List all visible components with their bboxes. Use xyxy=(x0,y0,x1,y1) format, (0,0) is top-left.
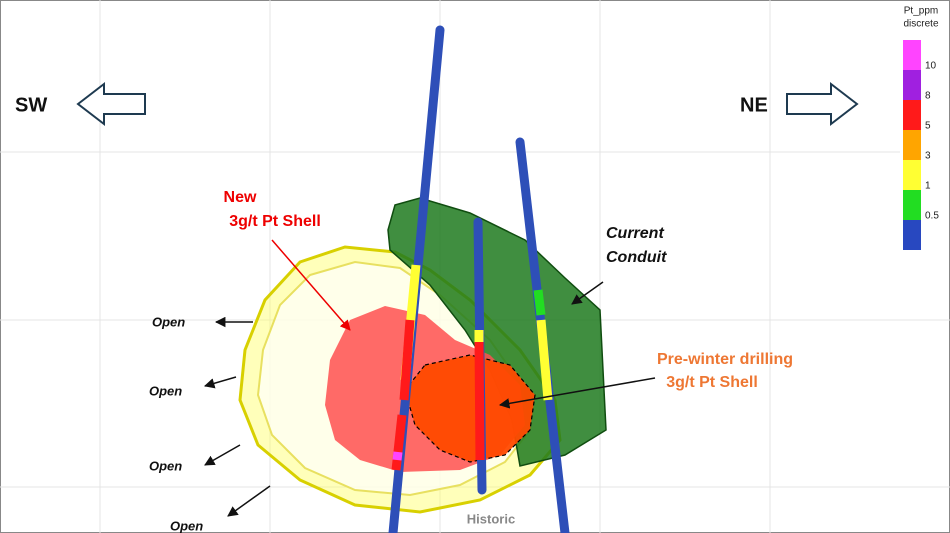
legend-swatch xyxy=(903,100,921,130)
legend-threshold: 0.5 xyxy=(925,211,939,222)
new-shell-label: New xyxy=(224,189,257,206)
open-label: Open xyxy=(149,458,182,473)
open-arrow xyxy=(227,485,271,517)
open-label: Open xyxy=(152,314,185,329)
conduit-pointer xyxy=(571,281,604,305)
pre-winter-label: 3g/t Pt Shell xyxy=(666,374,758,391)
historic-label: Historic xyxy=(467,511,515,526)
legend-title: Pt_ppm xyxy=(904,6,938,17)
legend-swatch xyxy=(903,130,921,160)
drill-holes xyxy=(388,25,570,533)
open-label: Open xyxy=(149,383,182,398)
sw-arrow xyxy=(76,81,146,127)
sw-label: SW xyxy=(15,94,47,116)
conduit-label: Conduit xyxy=(606,249,667,266)
pre-winter-label: Pre-winter drilling xyxy=(657,351,793,368)
legend-threshold: 5 xyxy=(925,121,931,132)
new-shell-label: 3g/t Pt Shell xyxy=(229,213,321,230)
legend-threshold: 10 xyxy=(925,61,937,72)
open-arrow xyxy=(204,444,241,466)
pre-winter-pointer xyxy=(498,377,656,409)
ne-arrow xyxy=(786,81,859,127)
open-label: Open xyxy=(170,518,203,533)
conduit-label: Current xyxy=(606,225,664,242)
open-arrow xyxy=(203,376,237,389)
legend-swatch xyxy=(903,190,921,220)
legend-swatch xyxy=(903,160,921,190)
legend-swatch xyxy=(903,220,921,250)
legend-threshold: 8 xyxy=(925,91,931,102)
pre-winter-shell-shape xyxy=(404,354,536,463)
legend-threshold: 1 xyxy=(925,181,931,192)
legend-title: discrete xyxy=(903,19,938,30)
legend-swatch xyxy=(903,40,921,70)
legend-threshold: 3 xyxy=(925,151,931,162)
ne-label: NE xyxy=(740,94,768,116)
new-shell-pointer xyxy=(271,239,351,331)
legend-swatch xyxy=(903,70,921,100)
legend: Pt_ppm discrete 10 8 5 3 1 0.5 xyxy=(903,6,939,250)
